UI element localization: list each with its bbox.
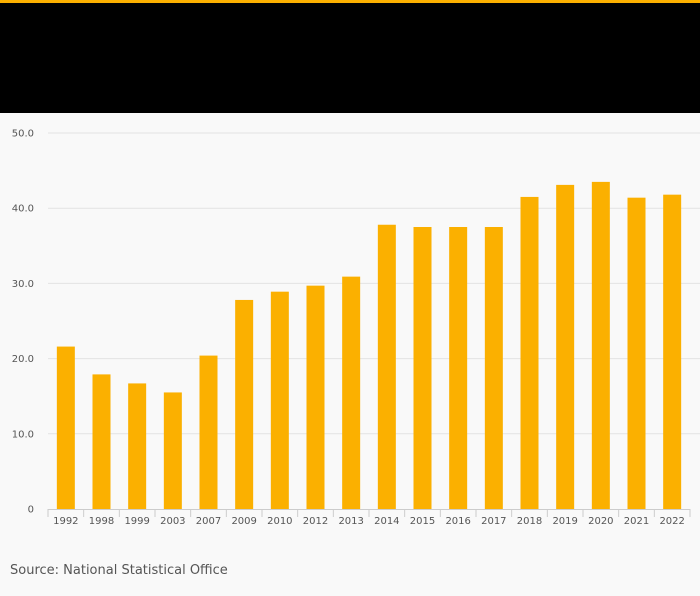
x-tick-label: 2022: [659, 516, 684, 527]
x-tick-label: 2019: [552, 516, 577, 527]
gridlines: [48, 132, 700, 435]
chart-area: 0 10.0 20.0 30.0 40.0 50.0 1992 1998 1999 2003 20…: [0, 113, 700, 553]
bars: [56, 181, 682, 510]
source-note: Source: National Statistical Office: [10, 563, 228, 578]
x-tick-label: 2014: [374, 516, 399, 527]
header-accent-line: [0, 0, 700, 3]
bar-chart: 0 10.0 20.0 30.0 40.0 50.0 1992 1998 1999 2003 20…: [12, 129, 700, 527]
bar-2009: [235, 299, 254, 509]
x-tick-label: 2021: [624, 516, 649, 527]
bar-1998: [92, 374, 111, 509]
bar-2016: [449, 227, 468, 509]
bar-2020: [591, 181, 610, 509]
bar-2007: [199, 355, 218, 509]
bar-2010: [270, 291, 289, 509]
x-tick-label: 2017: [481, 516, 506, 527]
bar-1999: [128, 383, 147, 509]
y-tick-label: 10.0: [12, 429, 34, 440]
y-tick-label: 50.0: [12, 129, 34, 140]
x-tick-label: 2007: [196, 516, 221, 527]
bar-2015: [413, 227, 432, 509]
bar-2019: [556, 184, 575, 509]
x-tick-label: 1999: [124, 516, 149, 527]
x-tick-label: 2003: [160, 516, 185, 527]
bar-2021: [627, 197, 646, 509]
x-tick-label: 2018: [517, 516, 542, 527]
bar-2017: [484, 227, 503, 509]
bar-2013: [342, 276, 361, 509]
x-tick-label: 2012: [303, 516, 328, 527]
x-tick-label: 2009: [231, 516, 256, 527]
y-tick-label: 20.0: [12, 354, 34, 365]
header-banner: [0, 0, 700, 113]
bar-2014: [377, 224, 396, 509]
bar-2018: [520, 196, 539, 510]
bar-2022: [663, 194, 682, 509]
y-tick-label: 30.0: [12, 279, 34, 290]
x-axis: 1992 1998 1999 2003 2007 2009 2010 2012 2013 2014…: [47, 509, 691, 527]
y-tick-label: 40.0: [12, 204, 34, 215]
x-tick-label: 2020: [588, 516, 613, 527]
x-tick-label: 1992: [53, 516, 78, 527]
x-tick-label: 2015: [410, 516, 435, 527]
x-tick-label: 2010: [267, 516, 292, 527]
y-axis-ticks: 0 10.0 20.0 30.0 40.0 50.0: [12, 129, 34, 516]
bar-2003: [163, 392, 182, 509]
x-tick-label: 2013: [338, 516, 363, 527]
x-tick-label: 2016: [445, 516, 470, 527]
bar-2012: [306, 285, 325, 509]
x-tick-label: 1998: [89, 516, 114, 527]
bar-1992: [56, 346, 75, 509]
y-tick-label: 0: [28, 505, 34, 516]
